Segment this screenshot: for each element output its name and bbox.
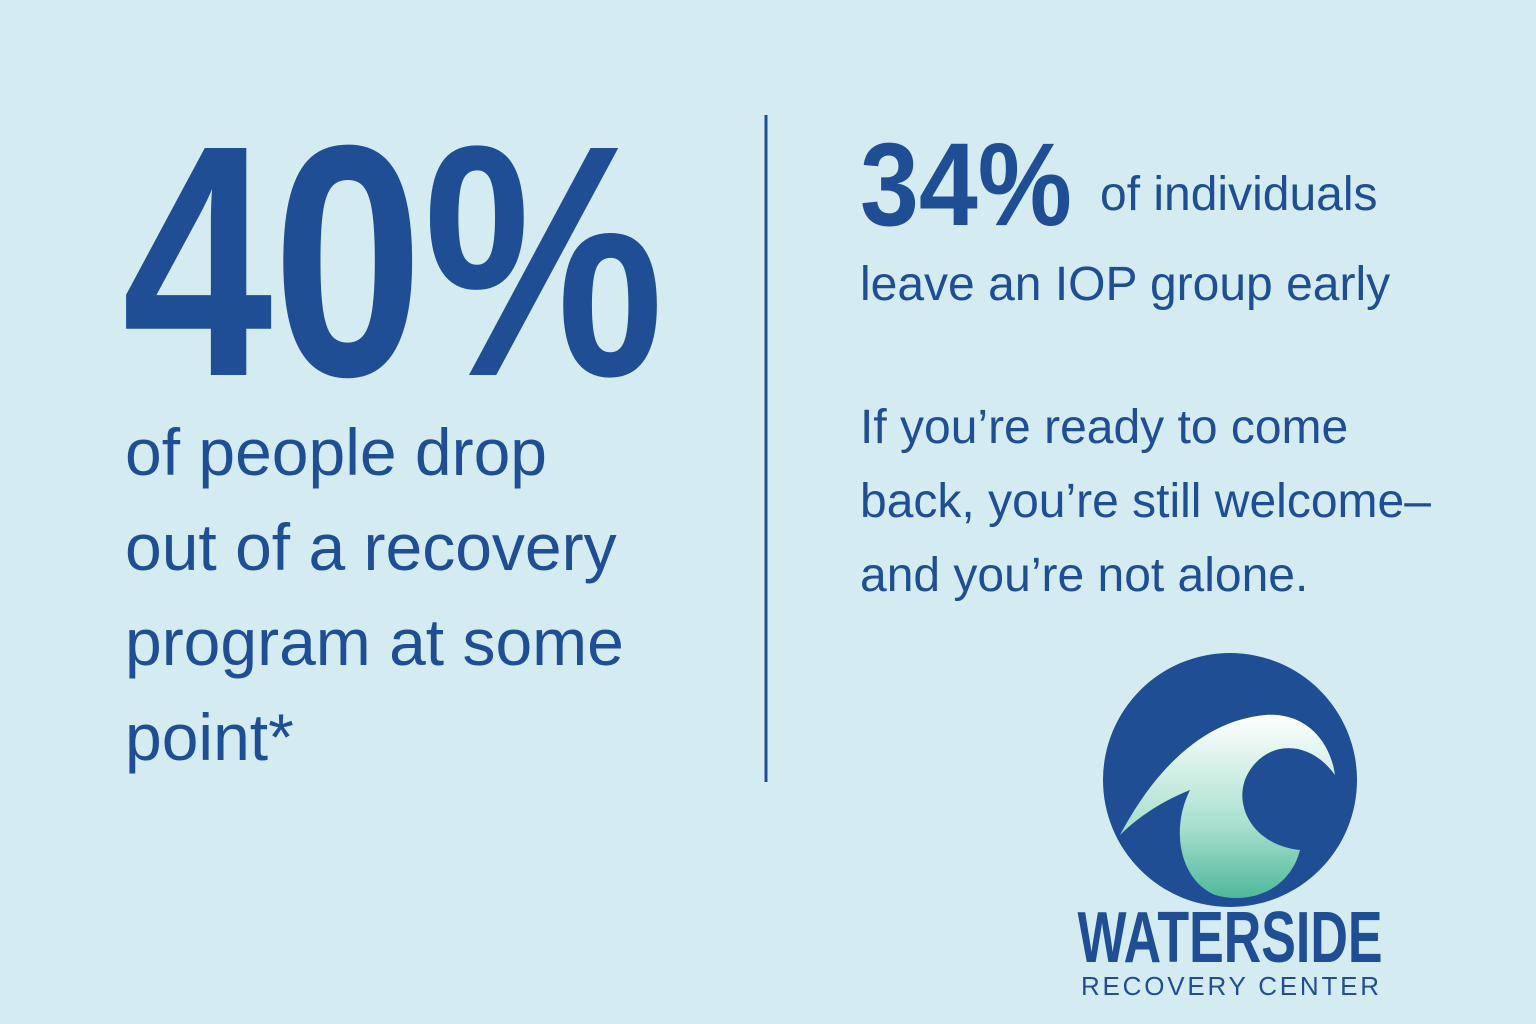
right-stat: 34%	[860, 119, 1072, 251]
left-text-line: out of a recovery	[125, 510, 617, 584]
logo-subtitle: RECOVERY CENTER	[1081, 971, 1379, 1001]
logo-name: WATERSIDE	[1078, 898, 1383, 978]
left-text-line: of people drop	[125, 415, 547, 489]
right-stat-text: leave an IOP group early	[860, 258, 1390, 311]
left-text-line: program at some	[125, 605, 624, 679]
right-stat-text: of individuals	[1100, 168, 1378, 221]
left-stat: 40%	[122, 76, 664, 445]
message-line: back, you’re still welcome–	[860, 475, 1431, 528]
message-line: and you’re not alone.	[860, 549, 1308, 602]
logo-mark	[1103, 653, 1357, 907]
message-line: If you’re ready to come	[860, 401, 1348, 454]
left-text-line: point*	[125, 700, 294, 774]
